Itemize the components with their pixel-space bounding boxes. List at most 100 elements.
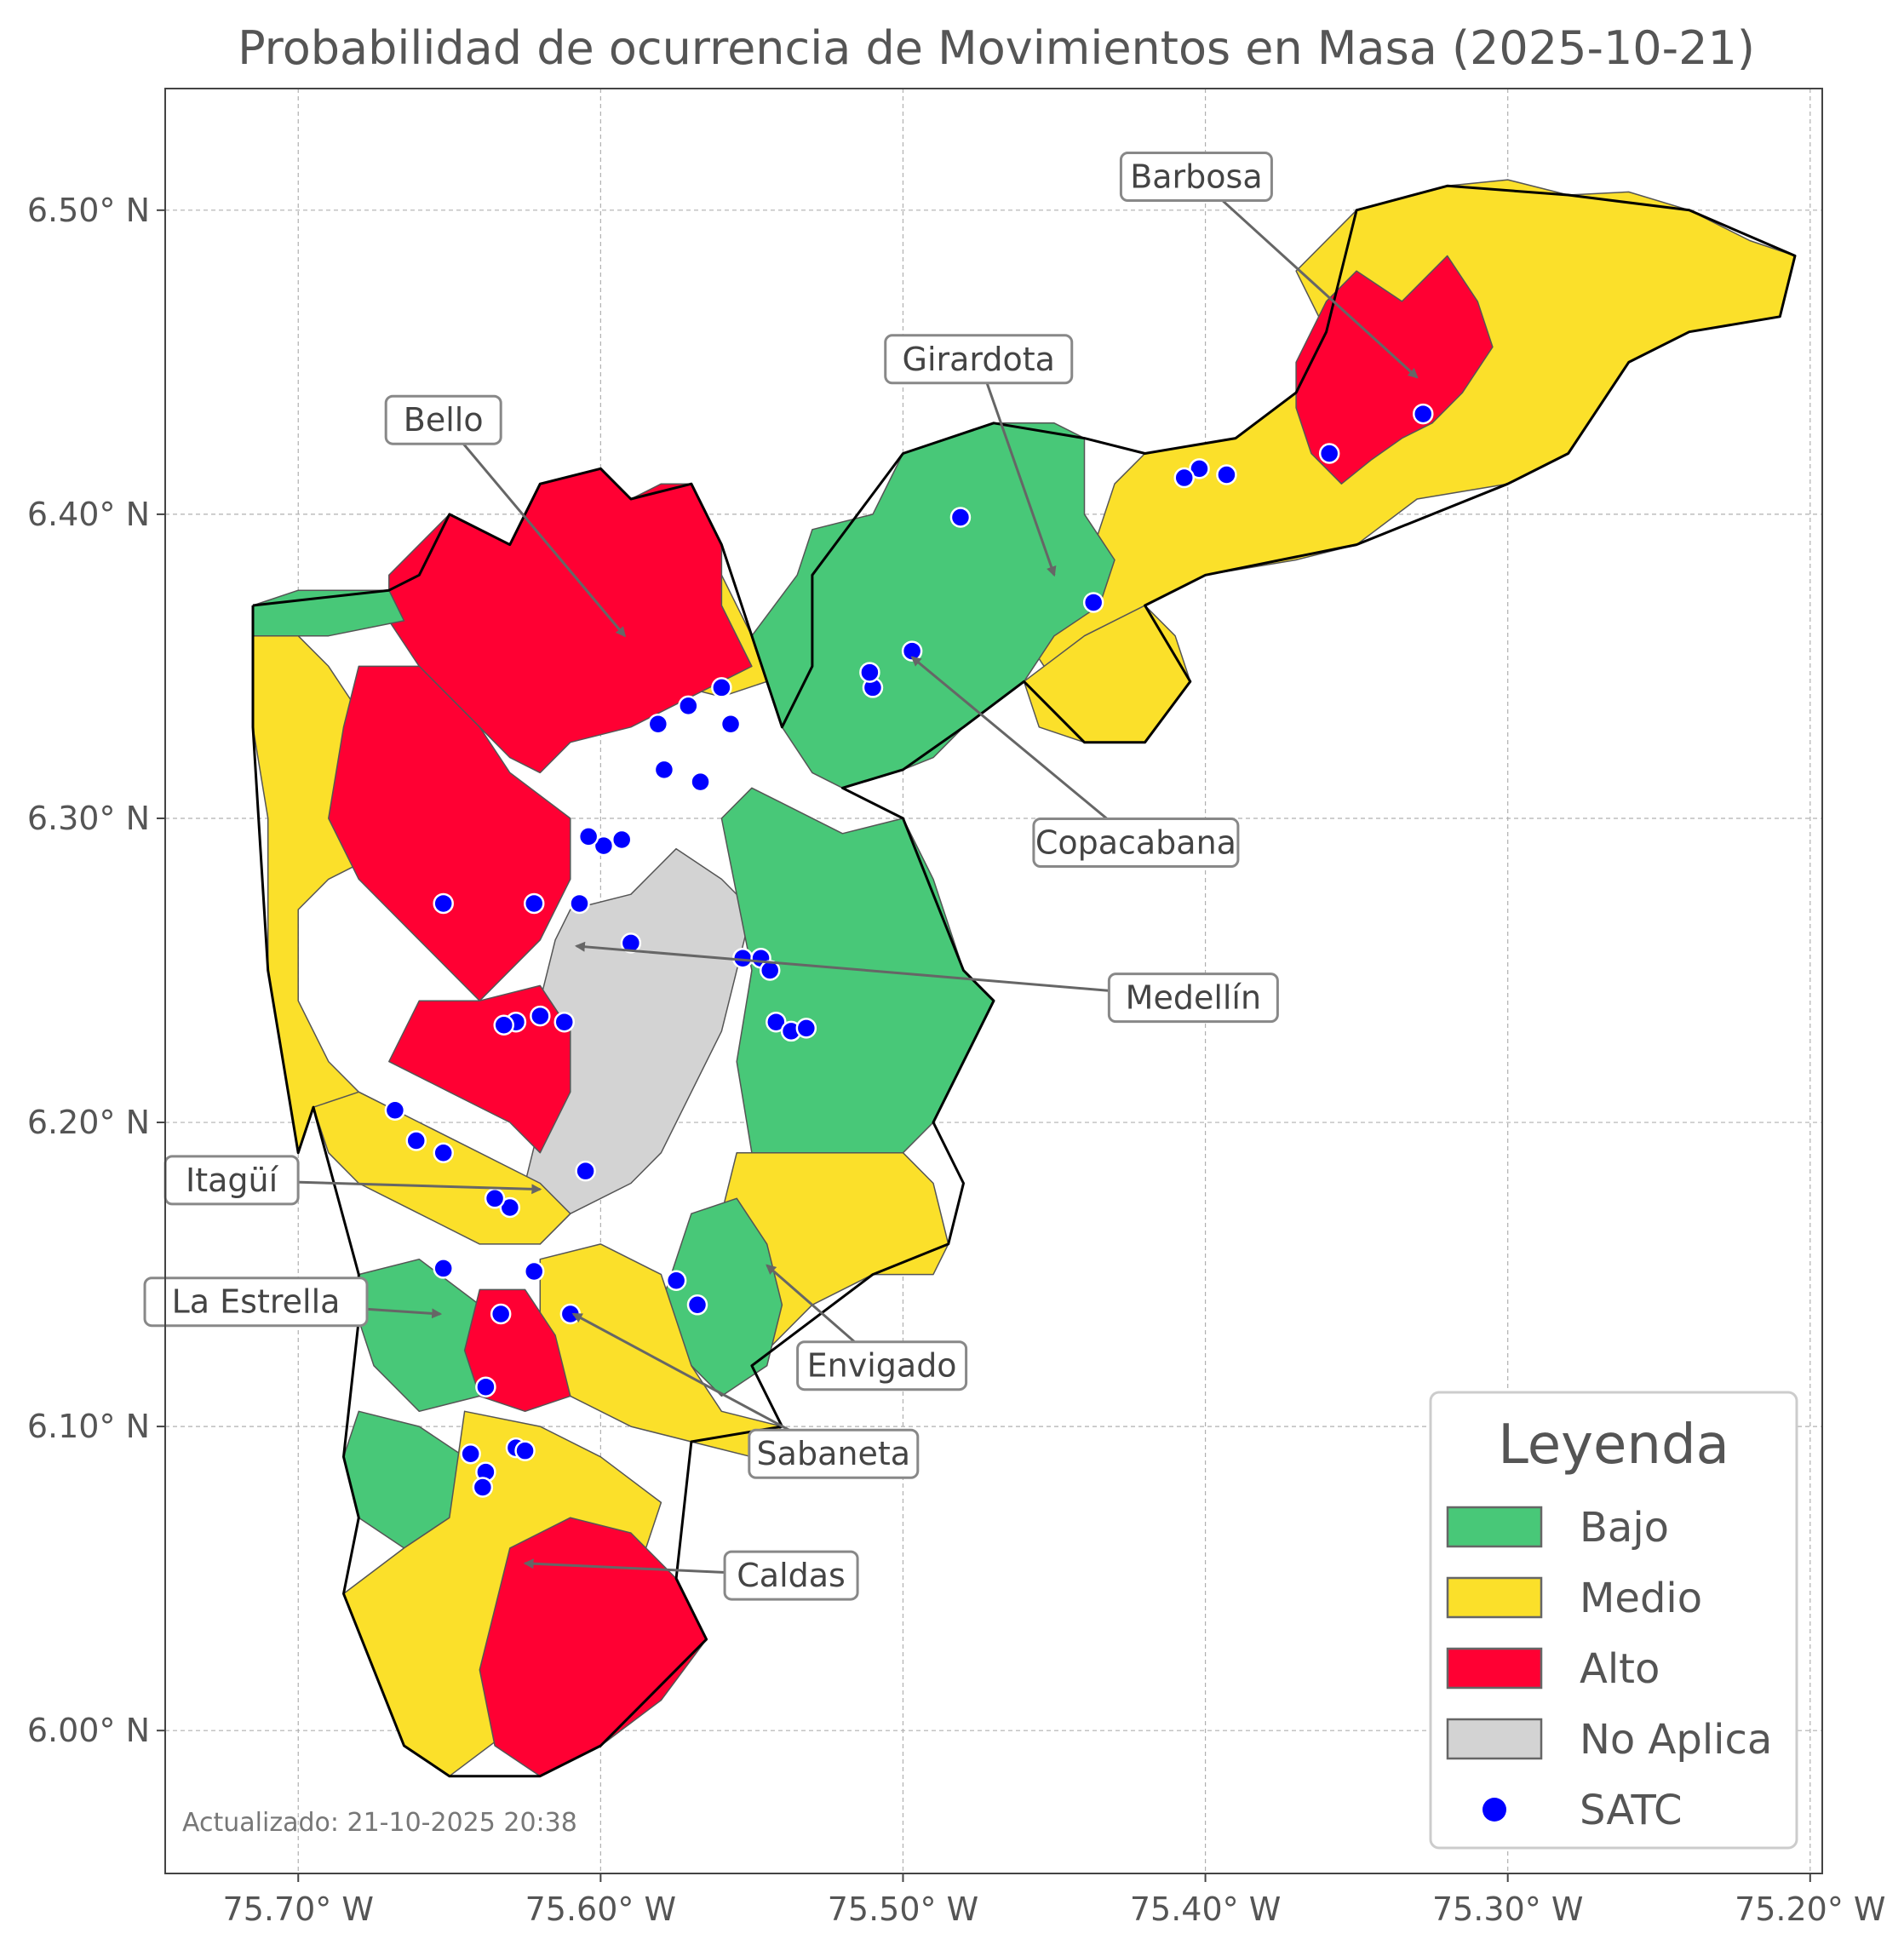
annotation-arrow	[442, 419, 627, 638]
legend-swatch	[1446, 1718, 1543, 1760]
satc-station-marker	[1216, 464, 1237, 485]
legend-marker	[1482, 1798, 1506, 1822]
annotation-girardota: Girardota	[884, 334, 1074, 577]
legend-label: Alto	[1580, 1645, 1660, 1693]
plot-frame	[164, 88, 1823, 1874]
annotation-arrow	[1195, 175, 1419, 379]
annotation-label: Sabaneta	[757, 1435, 910, 1472]
annotation-caldas: Caldas	[523, 1550, 859, 1601]
satc-station-marker	[678, 695, 699, 717]
legend-title: Leyenda	[1498, 1414, 1729, 1477]
annotation-envigado: Envigado	[766, 1264, 968, 1391]
x-tick-label: 75.60° W	[525, 1890, 676, 1928]
annotation-box	[143, 1277, 369, 1328]
legend-label: Bajo	[1580, 1504, 1669, 1552]
annotation-box	[748, 1428, 920, 1479]
legend-item-alto: Alto	[1446, 1645, 1660, 1693]
satc-station-marker	[859, 662, 880, 683]
satc-station-marker	[766, 1011, 787, 1033]
y-tick-label: 6.50° N	[27, 192, 150, 229]
satc-station-marker	[653, 759, 675, 781]
y-tick-label: 6.40° N	[27, 496, 150, 533]
annotation-label: Caldas	[737, 1557, 846, 1594]
satc-station-marker	[433, 1142, 454, 1163]
satc-station-marker	[514, 1440, 536, 1461]
annotation-label: Medellín	[1126, 979, 1261, 1017]
annotation-box	[1032, 818, 1240, 869]
annotation-la-estrella: La Estrella	[143, 1277, 443, 1328]
boundary-line	[251, 184, 1797, 1778]
x-tick-label: 75.30° W	[1432, 1890, 1583, 1928]
annotation-label: Copacabana	[1035, 824, 1236, 862]
legend: Leyenda Bajo Medio Alto No Aplica SATC	[1429, 1391, 1798, 1850]
legend-swatch	[1446, 1647, 1543, 1690]
satc-station-marker	[711, 677, 732, 698]
annotation-copacabana: Copacabana	[910, 656, 1240, 869]
annotation-label: Barbosa	[1130, 158, 1262, 196]
annotation-arrow	[574, 941, 1194, 1000]
satc-station-marker	[690, 771, 711, 793]
annotation-label: Itagüí	[186, 1162, 279, 1199]
x-tick-label: 75.40° W	[1130, 1890, 1281, 1928]
legend-swatch	[1446, 1506, 1543, 1548]
legend-item-satc: SATC	[1482, 1787, 1683, 1834]
satc-station-marker	[475, 1376, 496, 1397]
satc-station-marker	[1082, 592, 1104, 613]
satc-station-marker	[593, 835, 615, 857]
annotation-arrow	[910, 656, 1137, 844]
zone-caldas-alto	[479, 1517, 708, 1777]
legend-label: Medio	[1580, 1575, 1702, 1622]
satc-station-marker	[523, 892, 545, 915]
y-tick-label: 6.10° N	[27, 1408, 150, 1445]
satc-station-marker	[405, 1130, 427, 1151]
municipality-annotations: Barbosa Girardota Bello Copacabana Medellín I…	[143, 152, 1419, 1601]
y-tick-label: 6.20° N	[27, 1104, 150, 1141]
satc-station-marker	[795, 1018, 817, 1039]
annotation-label: Envigado	[807, 1347, 957, 1385]
satc-station-marker	[620, 932, 642, 954]
annotation-box	[723, 1550, 859, 1601]
satc-station-marker	[1413, 403, 1434, 425]
annotation-box	[884, 334, 1074, 385]
satc-station-marker	[647, 714, 669, 735]
satc-station-marker	[1189, 458, 1210, 479]
satc-station-marker	[553, 1011, 575, 1033]
annotation-sabaneta: Sabaneta	[571, 1312, 920, 1479]
satc-station-marker	[433, 892, 454, 915]
satc-station-marker	[720, 714, 742, 735]
zone-west-alto-mid	[328, 665, 571, 1001]
x-tick-label: 75.20° W	[1735, 1890, 1885, 1928]
satc-station-marker	[499, 1196, 521, 1219]
annotation-label: Girardota	[903, 341, 1055, 378]
annotation-medell-n: Medellín	[574, 941, 1279, 1024]
y-tick-label: 6.30° N	[27, 800, 150, 837]
satc-station-marker	[1173, 467, 1195, 489]
satc-station-marker	[493, 1014, 514, 1036]
satc-station-marker	[472, 1477, 494, 1498]
satc-station-marker	[577, 826, 599, 847]
satc-station-marker	[484, 1188, 506, 1209]
y-tick-label: 6.00° N	[27, 1712, 150, 1749]
satc-station-marker	[460, 1443, 481, 1465]
annotation-box	[1107, 972, 1279, 1024]
satc-station-marker	[949, 507, 972, 528]
satc-station-marker	[611, 829, 633, 851]
satc-station-marker	[523, 1260, 545, 1282]
annotation-barbosa: Barbosa	[1119, 152, 1419, 379]
updated-timestamp: Actualizado: 21-10-2025 20:38	[182, 1808, 577, 1838]
satc-station-marker	[569, 892, 590, 915]
annotation-box	[384, 394, 502, 445]
annotation-label: Bello	[404, 401, 484, 439]
satc-station-marker	[384, 1099, 406, 1122]
satc-station-marker	[1318, 443, 1340, 464]
annotation-arrow	[977, 359, 1057, 577]
satc-station-marker	[686, 1294, 708, 1316]
satc-station-marker	[559, 1303, 582, 1325]
satc-station-marker	[433, 1258, 454, 1279]
satc-stations	[384, 403, 1434, 1498]
legend-label: No Aplica	[1580, 1716, 1772, 1764]
satc-station-marker	[575, 1160, 596, 1182]
satc-station-marker	[530, 1005, 551, 1027]
x-tick-label: 75.70° W	[223, 1890, 374, 1928]
